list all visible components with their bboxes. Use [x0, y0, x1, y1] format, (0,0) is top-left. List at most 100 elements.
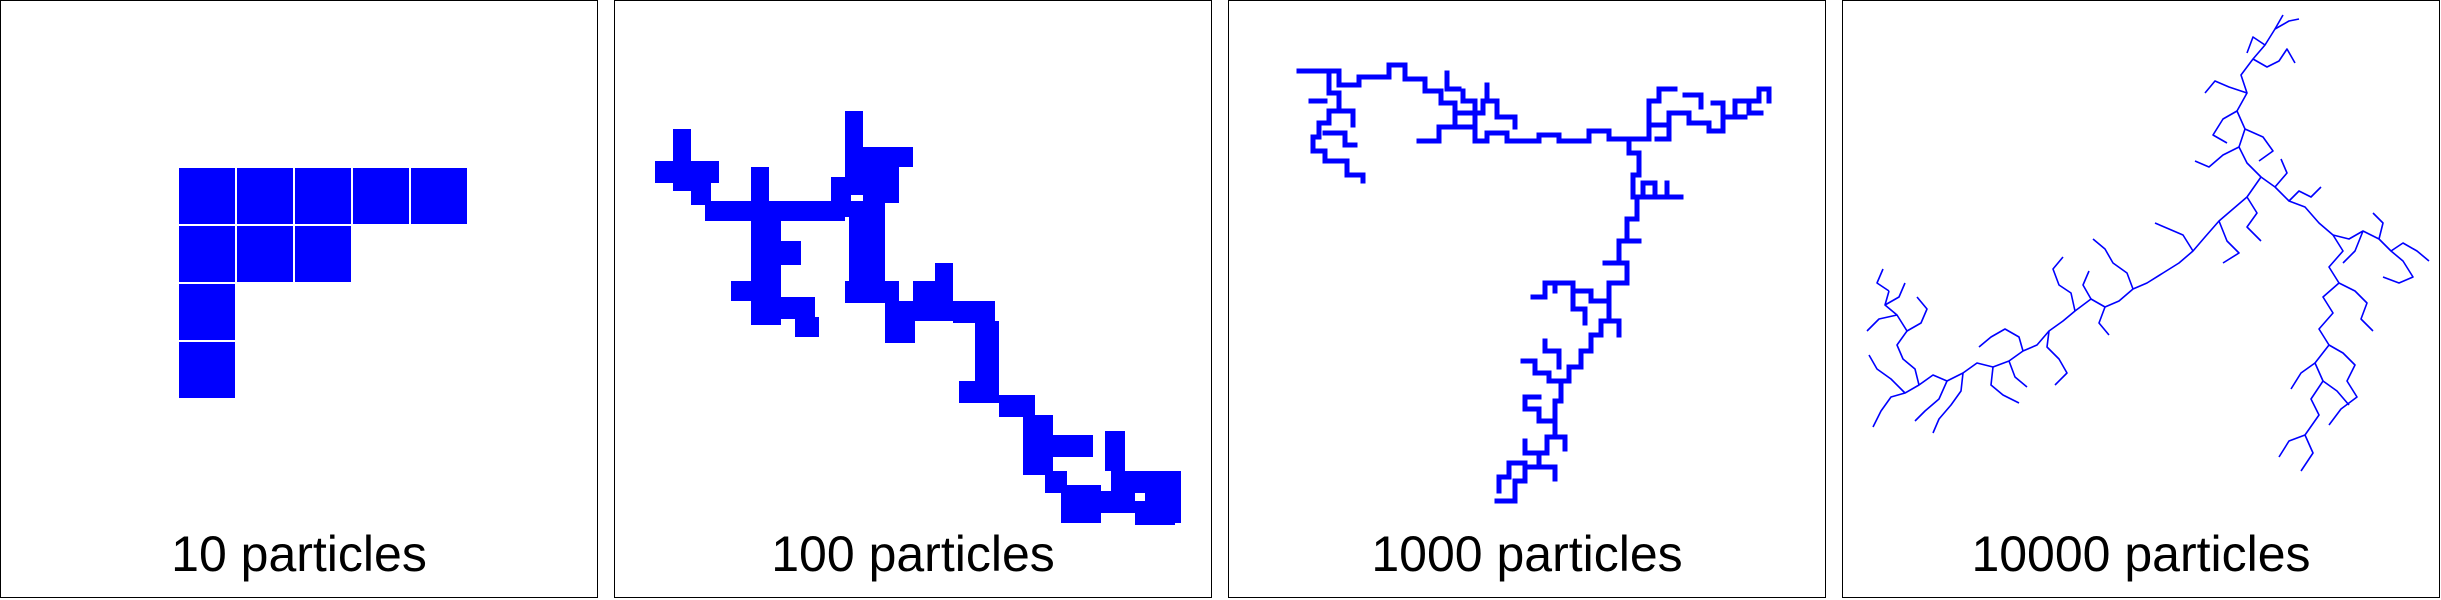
branch	[1522, 438, 1542, 456]
panel-caption: 10 particles	[171, 526, 427, 582]
branch	[2046, 330, 2068, 386]
branch	[2098, 306, 2110, 336]
branch	[1522, 378, 1572, 424]
branch	[1322, 130, 1358, 148]
cluster-10	[177, 166, 469, 400]
branch	[1536, 464, 1558, 482]
branch	[1932, 372, 1964, 434]
particle-block	[775, 297, 815, 319]
branch	[1296, 62, 1428, 88]
branch	[2274, 14, 2284, 30]
branch	[1544, 434, 1568, 452]
particle-block	[935, 263, 953, 281]
branch	[2194, 146, 2240, 168]
branch	[1868, 354, 1906, 394]
particle-block	[863, 167, 899, 203]
branch	[2274, 158, 2288, 188]
branch	[2218, 220, 2240, 264]
particle-block	[1135, 501, 1175, 525]
branch	[1654, 122, 1672, 142]
branch	[1682, 92, 1704, 110]
branch	[1710, 100, 1726, 120]
panel-10000-particles: 10000 particles	[1842, 0, 2440, 598]
particle-block	[673, 161, 719, 183]
particle-block	[959, 381, 999, 403]
branch	[1606, 136, 1642, 304]
branch	[1530, 280, 1558, 300]
particle-block	[863, 147, 913, 167]
branch	[2052, 256, 2076, 312]
particle	[177, 340, 237, 400]
particle-block	[1061, 485, 1101, 523]
particle-block	[1101, 491, 1135, 513]
branch	[1914, 380, 1948, 422]
particle-block	[1053, 435, 1093, 457]
particle	[351, 166, 411, 226]
particle	[409, 166, 469, 226]
branch	[2252, 48, 2296, 68]
particle	[177, 166, 237, 226]
branch	[1570, 288, 1588, 326]
branch	[2008, 360, 2028, 388]
particle-block	[691, 181, 711, 205]
particle-block	[913, 281, 953, 321]
particle-block	[831, 177, 851, 217]
branch	[2082, 270, 2092, 300]
panel-10-particles: 10 particles	[0, 0, 598, 598]
branch	[2390, 242, 2430, 262]
branch	[1884, 290, 1920, 386]
branch	[2092, 238, 2134, 290]
branch	[2342, 230, 2364, 264]
branch	[1978, 328, 2024, 352]
branch	[2154, 222, 2194, 252]
particle-block	[795, 317, 819, 337]
branch	[1542, 338, 1562, 370]
panel-100-particles: 100 particles	[614, 0, 1212, 598]
particle-block	[1105, 431, 1125, 471]
particle-block	[781, 241, 801, 265]
branch	[2372, 212, 2384, 240]
particle-block	[845, 111, 863, 195]
branch	[1496, 460, 1528, 494]
branch	[1598, 318, 1622, 338]
branch	[2212, 110, 2238, 144]
panel-1000-particles: 1000 particles	[1228, 0, 1826, 598]
branch	[1866, 314, 1898, 332]
particle	[235, 166, 295, 226]
branch	[2278, 434, 2306, 458]
cluster-1000	[1296, 62, 1772, 504]
branch	[1876, 268, 1890, 292]
branch	[1416, 110, 1458, 144]
branch	[2338, 282, 2374, 332]
branch	[2132, 176, 2262, 290]
branch	[1872, 288, 2134, 428]
branch	[1640, 180, 1658, 200]
particle-block	[849, 201, 885, 281]
particle-block	[731, 281, 751, 301]
branch	[2246, 36, 2266, 54]
branch	[2290, 362, 2316, 390]
branch	[1460, 88, 1478, 130]
branch	[1626, 98, 1764, 142]
branch	[1336, 108, 1356, 128]
cluster-100	[655, 111, 1181, 525]
branch	[2288, 186, 2322, 202]
panel-caption: 100 particles	[771, 526, 1055, 582]
branch	[1520, 358, 1572, 384]
particle	[235, 224, 295, 284]
branch	[1566, 298, 1612, 384]
branch	[1522, 394, 1542, 412]
branch	[1444, 70, 1462, 92]
branch	[1552, 280, 1612, 304]
branch	[1884, 282, 1906, 306]
branch	[2246, 196, 2262, 242]
branch	[2204, 80, 2248, 94]
particle-block	[885, 301, 915, 343]
particle-block	[1125, 471, 1181, 493]
cluster-10000	[1866, 14, 2430, 472]
branch	[1452, 124, 1632, 144]
branch	[1646, 86, 1678, 128]
particle	[293, 224, 353, 284]
particle	[293, 166, 353, 226]
branch	[1906, 296, 1928, 332]
